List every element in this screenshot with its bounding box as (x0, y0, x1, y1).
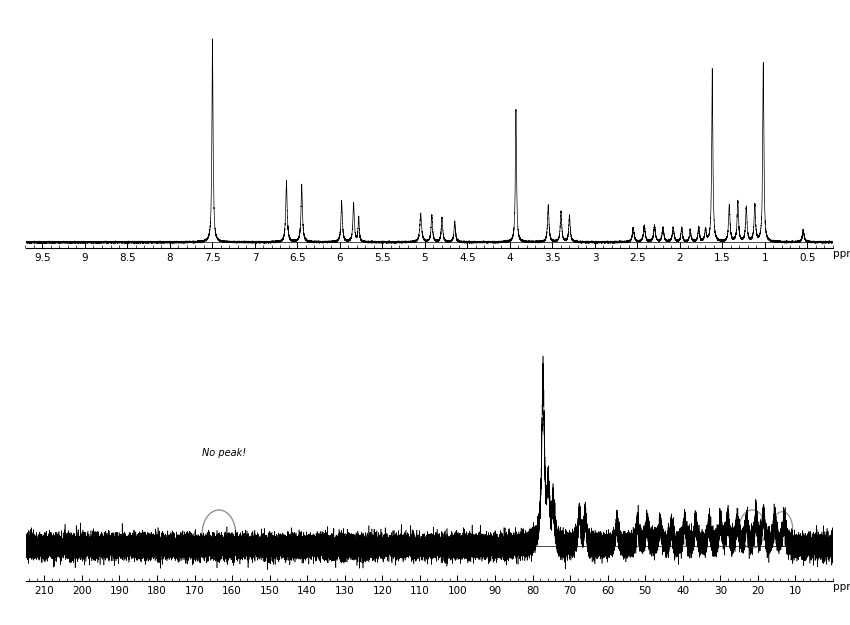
Text: ppm: ppm (833, 249, 850, 259)
Text: ppm: ppm (833, 582, 850, 592)
Text: No peak!: No peak! (202, 448, 246, 458)
